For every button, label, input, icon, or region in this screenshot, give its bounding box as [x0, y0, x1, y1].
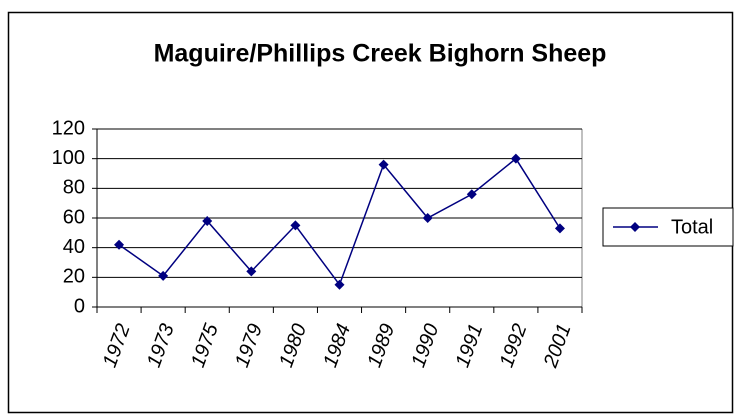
data-point: [334, 279, 345, 290]
y-tick-label: 0: [74, 295, 85, 317]
data-point: [422, 213, 433, 223]
legend-marker: [630, 222, 640, 232]
y-tick-label: 40: [63, 236, 85, 258]
legend-label: Total: [671, 216, 713, 238]
y-tick-label: 20: [63, 266, 85, 288]
data-point: [246, 266, 257, 277]
data-point: [158, 270, 169, 281]
data-point: [114, 239, 125, 250]
y-tick-label: 120: [52, 117, 85, 139]
data-point: [290, 220, 301, 231]
data-point: [554, 223, 565, 234]
data-point: [510, 153, 521, 164]
y-tick-label: 100: [52, 147, 85, 169]
y-tick-label: 80: [63, 177, 85, 199]
chart-title: Maguire/Phillips Creek Bighorn Sheep: [154, 40, 607, 68]
data-point: [466, 189, 477, 200]
data-point: [378, 159, 389, 170]
y-tick-label: 60: [63, 206, 85, 228]
data-point: [202, 215, 213, 226]
